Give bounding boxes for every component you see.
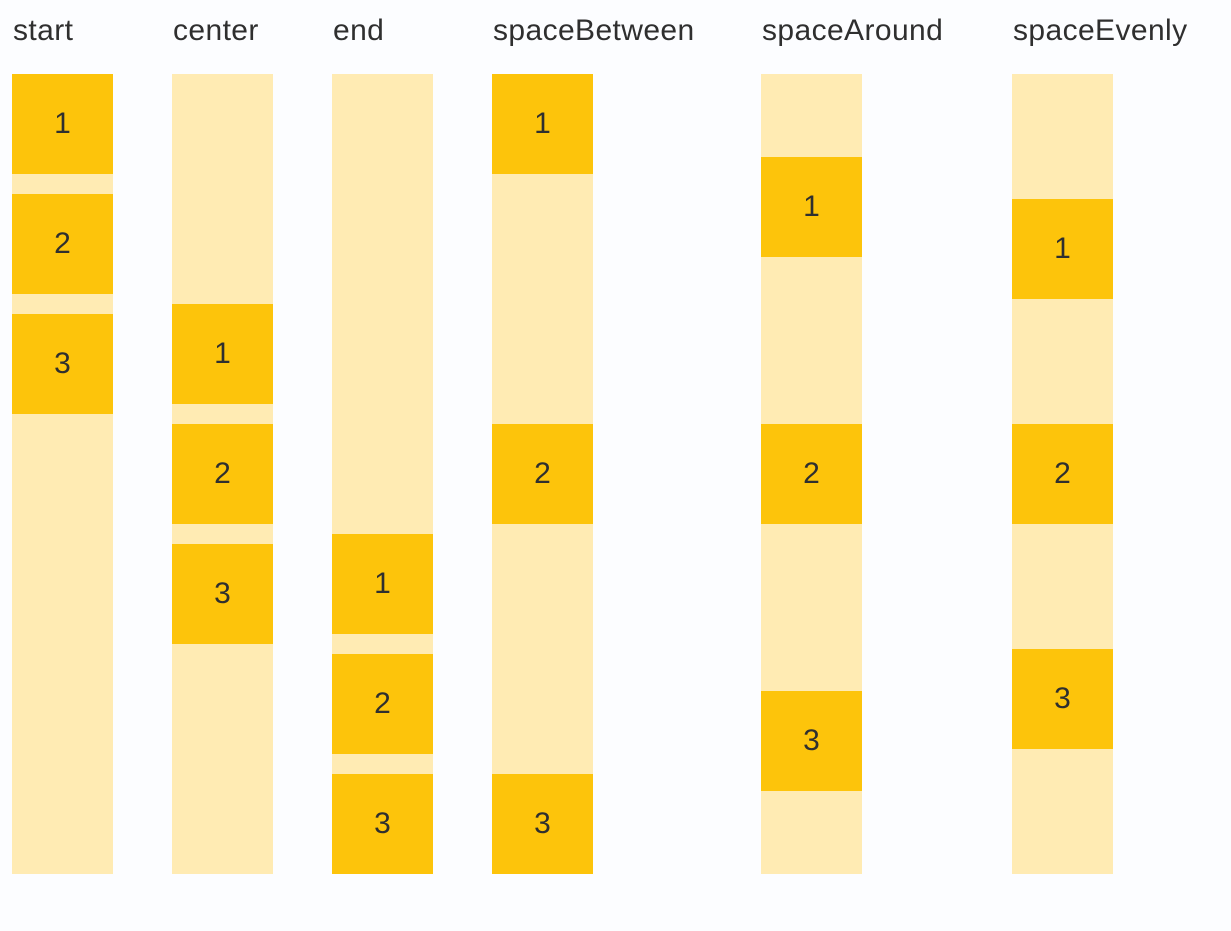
alignment-track-center: 1 2 3: [172, 74, 273, 874]
flex-item-box-3: 3: [172, 544, 273, 644]
flex-item-box-1: 1: [761, 157, 862, 257]
alignment-column-spaceBetween: spaceBetween 1 2 3: [492, 0, 694, 880]
alignment-label: center: [173, 14, 259, 47]
alignment-column-spaceEvenly: spaceEvenly 1 2 3: [1012, 0, 1187, 880]
alignment-label: spaceAround: [762, 14, 944, 47]
flex-item-box-3: 3: [761, 691, 862, 791]
flex-item-box-3: 3: [1012, 649, 1113, 749]
flex-item-box-2: 2: [172, 424, 273, 524]
alignment-track-spaceAround: 1 2 3: [761, 74, 862, 874]
alignment-track-spaceEvenly: 1 2 3: [1012, 74, 1113, 874]
flex-item-box-1: 1: [332, 534, 433, 634]
alignment-label: spaceEvenly: [1013, 14, 1188, 47]
flex-item-box-3: 3: [12, 314, 113, 414]
flex-item-box-2: 2: [1012, 424, 1113, 524]
flex-item-box-1: 1: [12, 74, 113, 174]
alignment-label: spaceBetween: [493, 14, 695, 47]
flex-item-box-3: 3: [492, 774, 593, 874]
alignment-column-center: center 1 2 3: [172, 0, 273, 880]
alignment-label: end: [333, 14, 385, 47]
flex-item-box-2: 2: [492, 424, 593, 524]
alignment-track-end: 1 2 3: [332, 74, 433, 874]
alignment-track-start: 1 2 3: [12, 74, 113, 874]
flex-item-box-1: 1: [1012, 199, 1113, 299]
flex-item-box-1: 1: [492, 74, 593, 174]
flex-item-box-2: 2: [332, 654, 433, 754]
alignment-column-end: end 1 2 3: [332, 0, 433, 880]
flex-item-box-1: 1: [172, 304, 273, 404]
flex-item-box-3: 3: [332, 774, 433, 874]
alignment-column-start: start 1 2 3: [12, 0, 113, 880]
flex-item-box-2: 2: [761, 424, 862, 524]
alignment-column-spaceAround: spaceAround 1 2 3: [761, 0, 943, 880]
alignment-track-spaceBetween: 1 2 3: [492, 74, 593, 874]
flex-item-box-2: 2: [12, 194, 113, 294]
alignment-label: start: [13, 14, 74, 47]
